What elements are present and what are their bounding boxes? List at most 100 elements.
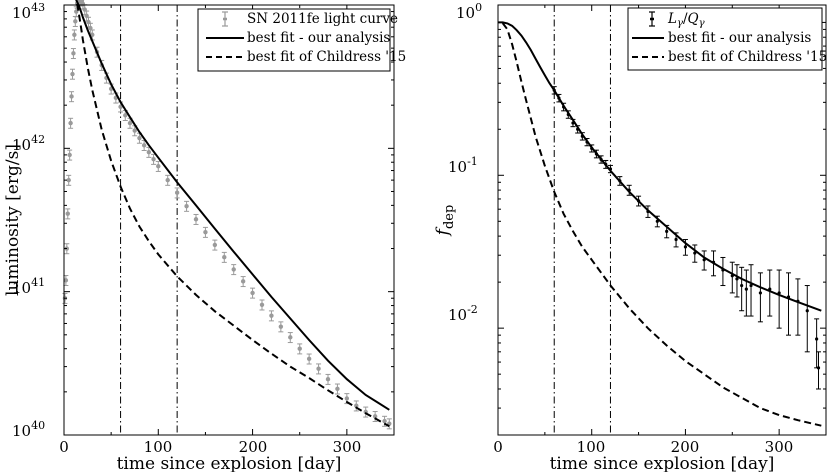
left-chart-marker: [146, 149, 152, 155]
left-legend-marker-errorbar: [222, 11, 228, 27]
left-chart-data-point: [382, 415, 388, 427]
right-chart-data-point: [729, 261, 735, 294]
right-chart-marker: [744, 287, 748, 291]
left-chart-marker: [67, 152, 72, 158]
left-chart-data-point: [372, 411, 378, 423]
right-chart-y-axis-label: fdep: [433, 205, 457, 238]
right-chart-marker: [735, 277, 739, 281]
left-chart-data-point: [325, 373, 331, 385]
left-chart-data-point: [71, 29, 77, 41]
right-chart-marker: [758, 291, 763, 295]
left-chart-marker: [156, 164, 161, 169]
left-chart-data-point: [212, 239, 218, 251]
left-chart-marker: [297, 346, 302, 351]
left-chart-data: [62, 0, 392, 435]
left-chart-data-point: [202, 226, 208, 238]
left-chart-marker: [151, 156, 156, 162]
left-chart-marker: [123, 113, 128, 118]
left-chart-marker: [88, 25, 93, 31]
left-chart-marker: [70, 71, 75, 77]
right-chart-x-axis-label: time since explosion [day]: [550, 454, 775, 472]
left-chart-ytick-label: 1043: [12, 1, 45, 22]
left-chart-data-point: [67, 149, 73, 161]
right-chart-data-point: [816, 351, 822, 390]
left-chart-data-point: [221, 251, 227, 263]
right-chart-data-point: [701, 250, 707, 271]
left-chart-y-axis-label: luminosity [erg/s]: [3, 144, 23, 296]
left-chart-marker: [250, 290, 255, 296]
left-chart-marker: [203, 229, 208, 235]
right-chart-data-point: [757, 272, 763, 323]
left-chart-marker: [259, 302, 265, 307]
right-chart-data-point: [692, 244, 698, 263]
left-chart-data-point: [184, 200, 190, 212]
left-chart-marker: [372, 414, 378, 419]
right-chart-legend: Lγ/Qγ best fit - our analysis best fit o…: [627, 7, 827, 71]
left-chart-marker: [63, 278, 69, 283]
right-chart-xtick-label: 300: [765, 438, 794, 456]
left-chart-data-point: [259, 299, 265, 311]
left-chart-marker: [354, 403, 359, 408]
left-chart-panel: 1040 1041 1042 1043 0 100 200 300 time s…: [3, 0, 406, 472]
left-chart-data-point: [68, 117, 74, 129]
right-chart-plot-frame: [497, 4, 827, 436]
right-legend-label-childress: best fit of Childress '15: [668, 49, 827, 65]
left-chart-marker: [73, 19, 78, 24]
right-chart-marker: [740, 283, 744, 288]
left-legend-label-childress: best fit of Childress '15: [247, 49, 406, 65]
left-chart-data-point: [386, 418, 392, 430]
left-chart-xtick-label: 200: [239, 438, 268, 456]
left-chart-marker: [66, 177, 71, 183]
left-chart-legend: SN 2011fe light curve best fit - our ana…: [197, 8, 406, 72]
right-legend-label-our-fit: best fit - our analysis: [668, 30, 811, 46]
right-chart-data-point: [786, 272, 792, 336]
left-chart-marker: [132, 128, 137, 133]
left-chart-data-point: [151, 153, 157, 165]
left-chart-marker: [69, 94, 74, 99]
left-chart-data-point: [132, 125, 138, 137]
left-chart-marker: [325, 377, 331, 382]
left-chart-marker: [71, 51, 76, 56]
left-chart-marker: [278, 324, 284, 329]
left-chart-legend-box: [197, 8, 391, 72]
right-chart-data-point: [795, 278, 801, 336]
right-chart-marker: [749, 283, 753, 288]
left-chart-marker: [90, 32, 95, 37]
left-chart-ytick-label: 1042: [12, 133, 45, 154]
right-chart-panel: 100 10-1 10-2 0 100 200 300 time since e…: [433, 1, 827, 472]
left-chart-series-childress-line: [76, 3, 390, 428]
left-chart-x-axis-label: time since explosion [day]: [117, 454, 342, 472]
left-chart-marker: [269, 313, 274, 318]
left-chart-data-point: [240, 276, 246, 288]
left-chart-marker: [165, 177, 170, 183]
left-chart-data-point: [306, 353, 312, 365]
left-chart-marker: [240, 279, 246, 284]
left-chart-marker: [306, 356, 312, 362]
left-chart-data-point: [70, 48, 76, 60]
left-chart-marker: [174, 190, 180, 195]
right-chart-marker: [815, 337, 819, 341]
left-chart-data-point: [231, 264, 237, 276]
right-chart-ytick-label: 100: [456, 1, 482, 22]
left-chart-marker: [65, 211, 70, 216]
left-legend-label-lightcurve: SN 2011fe light curve: [247, 11, 398, 27]
left-chart-data-point: [89, 29, 95, 41]
left-chart-data-point: [66, 174, 72, 186]
left-chart-marker: [68, 120, 73, 126]
right-chart-data-point: [767, 269, 773, 317]
right-chart-marker: [665, 229, 669, 233]
left-chart-xtick-label: 100: [144, 438, 173, 456]
right-chart-data-point: [739, 266, 745, 312]
left-chart-marker: [193, 217, 199, 222]
right-chart-data-point: [720, 256, 726, 287]
left-chart-data-point: [69, 91, 75, 103]
right-chart-xtick-label: 200: [671, 438, 700, 456]
left-chart-ticks: [63, 4, 394, 436]
right-chart-marker: [816, 366, 821, 370]
right-chart-data: [498, 5, 822, 435]
left-chart-marker: [344, 396, 350, 401]
right-chart-ytick-label: 10-2: [448, 303, 478, 324]
left-legend-label-our-fit: best fit - our analysis: [247, 30, 390, 46]
left-chart-data-point: [250, 287, 256, 299]
